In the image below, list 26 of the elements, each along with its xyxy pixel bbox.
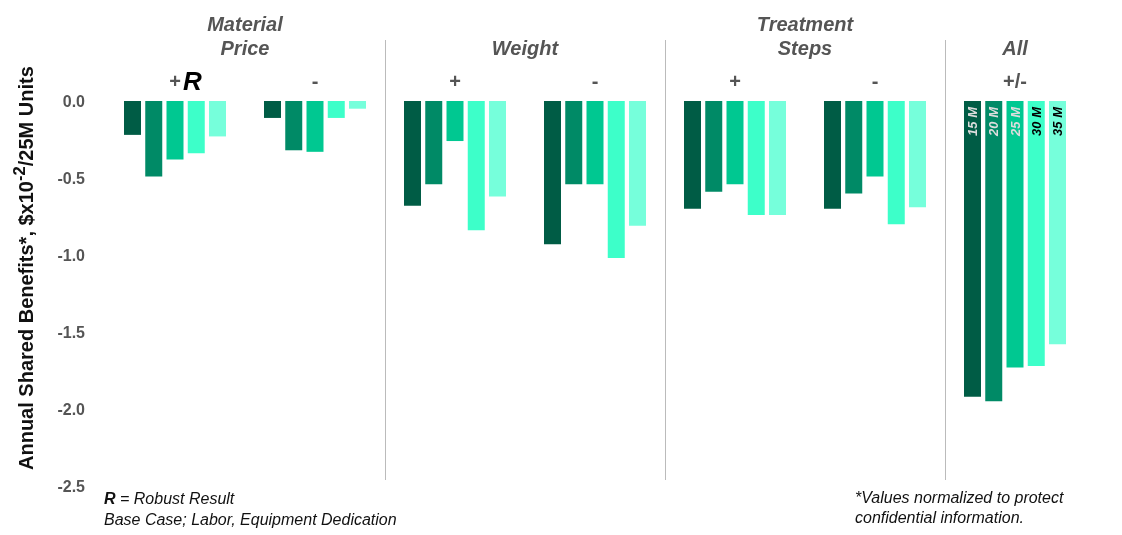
x-tick-label: +: [169, 70, 181, 92]
series-label: 20 M: [986, 105, 1002, 137]
y-tick-label: -2.5: [57, 477, 86, 495]
x-tick-label: +: [449, 70, 461, 92]
x-tick-label: -: [591, 70, 599, 92]
text: Treatment Steps: [755, 12, 855, 60]
text: Weight: [490, 36, 560, 60]
text: R = Robust Result: [104, 490, 235, 508]
x-tick-label: -: [311, 70, 319, 92]
text: *Values normalized to protect confidential information.: [855, 488, 1065, 528]
y-tick-label: -1.5: [57, 323, 86, 341]
text: Material Price: [206, 12, 284, 60]
series-label: 35 M: [1050, 105, 1065, 136]
text: R: [183, 66, 202, 97]
y-tick-label: -1.0: [57, 246, 86, 264]
x-tick-label: -: [871, 70, 879, 92]
y-tick-label: -2.0: [57, 400, 86, 418]
text: All: [1001, 36, 1029, 60]
series-label: 25 M: [1007, 105, 1023, 137]
series-label: 30 M: [1028, 105, 1044, 136]
text: Base Case; Labor, Equipment Dedication: [104, 511, 397, 529]
x-tick-label: +/-: [1003, 70, 1027, 92]
x-tick-label: +: [729, 70, 741, 92]
y-tick-label: -0.5: [57, 169, 86, 187]
series-label: 15 M: [965, 105, 980, 136]
y-tick-label: 0.0: [62, 92, 86, 110]
